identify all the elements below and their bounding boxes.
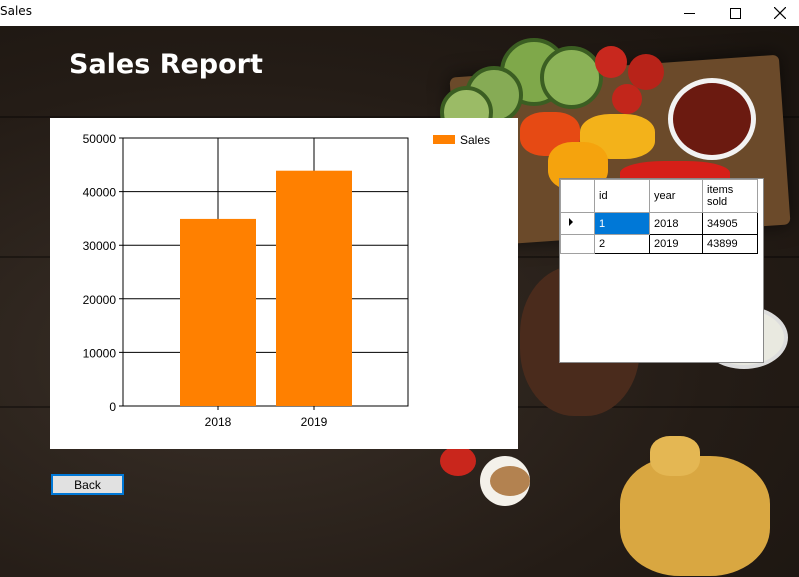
page-title: Sales Report bbox=[69, 49, 263, 80]
legend-label: Sales bbox=[460, 133, 490, 147]
y-tick-label: 20000 bbox=[83, 293, 117, 307]
bar-2019 bbox=[276, 170, 352, 406]
cell-year[interactable]: 2019 bbox=[649, 234, 703, 254]
maximize-button[interactable] bbox=[712, 0, 758, 26]
table-row[interactable]: 1 2018 34905 bbox=[560, 212, 758, 235]
grid-corner-cell[interactable] bbox=[560, 179, 595, 213]
column-header-id[interactable]: id bbox=[594, 179, 650, 213]
sales-chart: 0 10000 20000 30000 40000 50000 2018 2019 Sales bbox=[50, 118, 518, 449]
bar-2018 bbox=[180, 218, 256, 406]
y-tick-label: 10000 bbox=[83, 346, 117, 360]
plot-area-border bbox=[122, 137, 409, 407]
close-icon bbox=[774, 7, 786, 19]
cell-id[interactable]: 2 bbox=[594, 234, 650, 254]
x-tick-label: 2019 bbox=[301, 415, 328, 429]
triangle-right-icon bbox=[569, 218, 573, 226]
legend-swatch bbox=[433, 135, 455, 144]
y-tick-label: 50000 bbox=[83, 132, 117, 146]
cell-year[interactable]: 2018 bbox=[649, 212, 703, 235]
minimize-icon bbox=[683, 12, 695, 14]
close-button[interactable] bbox=[757, 0, 799, 26]
y-tick-label: 0 bbox=[109, 400, 116, 414]
sales-data-grid[interactable]: id year items sold 1 2018 34905 2 2019 4… bbox=[559, 178, 764, 363]
column-header-year[interactable]: year bbox=[649, 179, 703, 213]
grid-header-row: id year items sold bbox=[560, 179, 758, 213]
back-button[interactable]: Back bbox=[51, 474, 124, 495]
y-tick-label: 40000 bbox=[83, 186, 117, 200]
column-header-items-sold[interactable]: items sold bbox=[702, 179, 758, 213]
x-tick-label: 2018 bbox=[205, 415, 232, 429]
cell-id[interactable]: 1 bbox=[594, 212, 650, 235]
table-row[interactable]: 2 2019 43899 bbox=[560, 234, 758, 254]
y-tick-label: 30000 bbox=[83, 239, 117, 253]
window-title: Sales bbox=[0, 4, 32, 18]
minimize-button[interactable] bbox=[666, 0, 712, 26]
row-header-cell[interactable] bbox=[560, 234, 595, 254]
row-header-cell[interactable] bbox=[560, 212, 595, 235]
window-titlebar: Sales bbox=[0, 0, 799, 26]
chart-canvas: 0 10000 20000 30000 40000 50000 2018 2019 Sales bbox=[83, 132, 490, 429]
cell-items-sold[interactable]: 34905 bbox=[702, 212, 758, 235]
maximize-icon bbox=[729, 7, 741, 19]
cell-items-sold[interactable]: 43899 bbox=[702, 234, 758, 254]
